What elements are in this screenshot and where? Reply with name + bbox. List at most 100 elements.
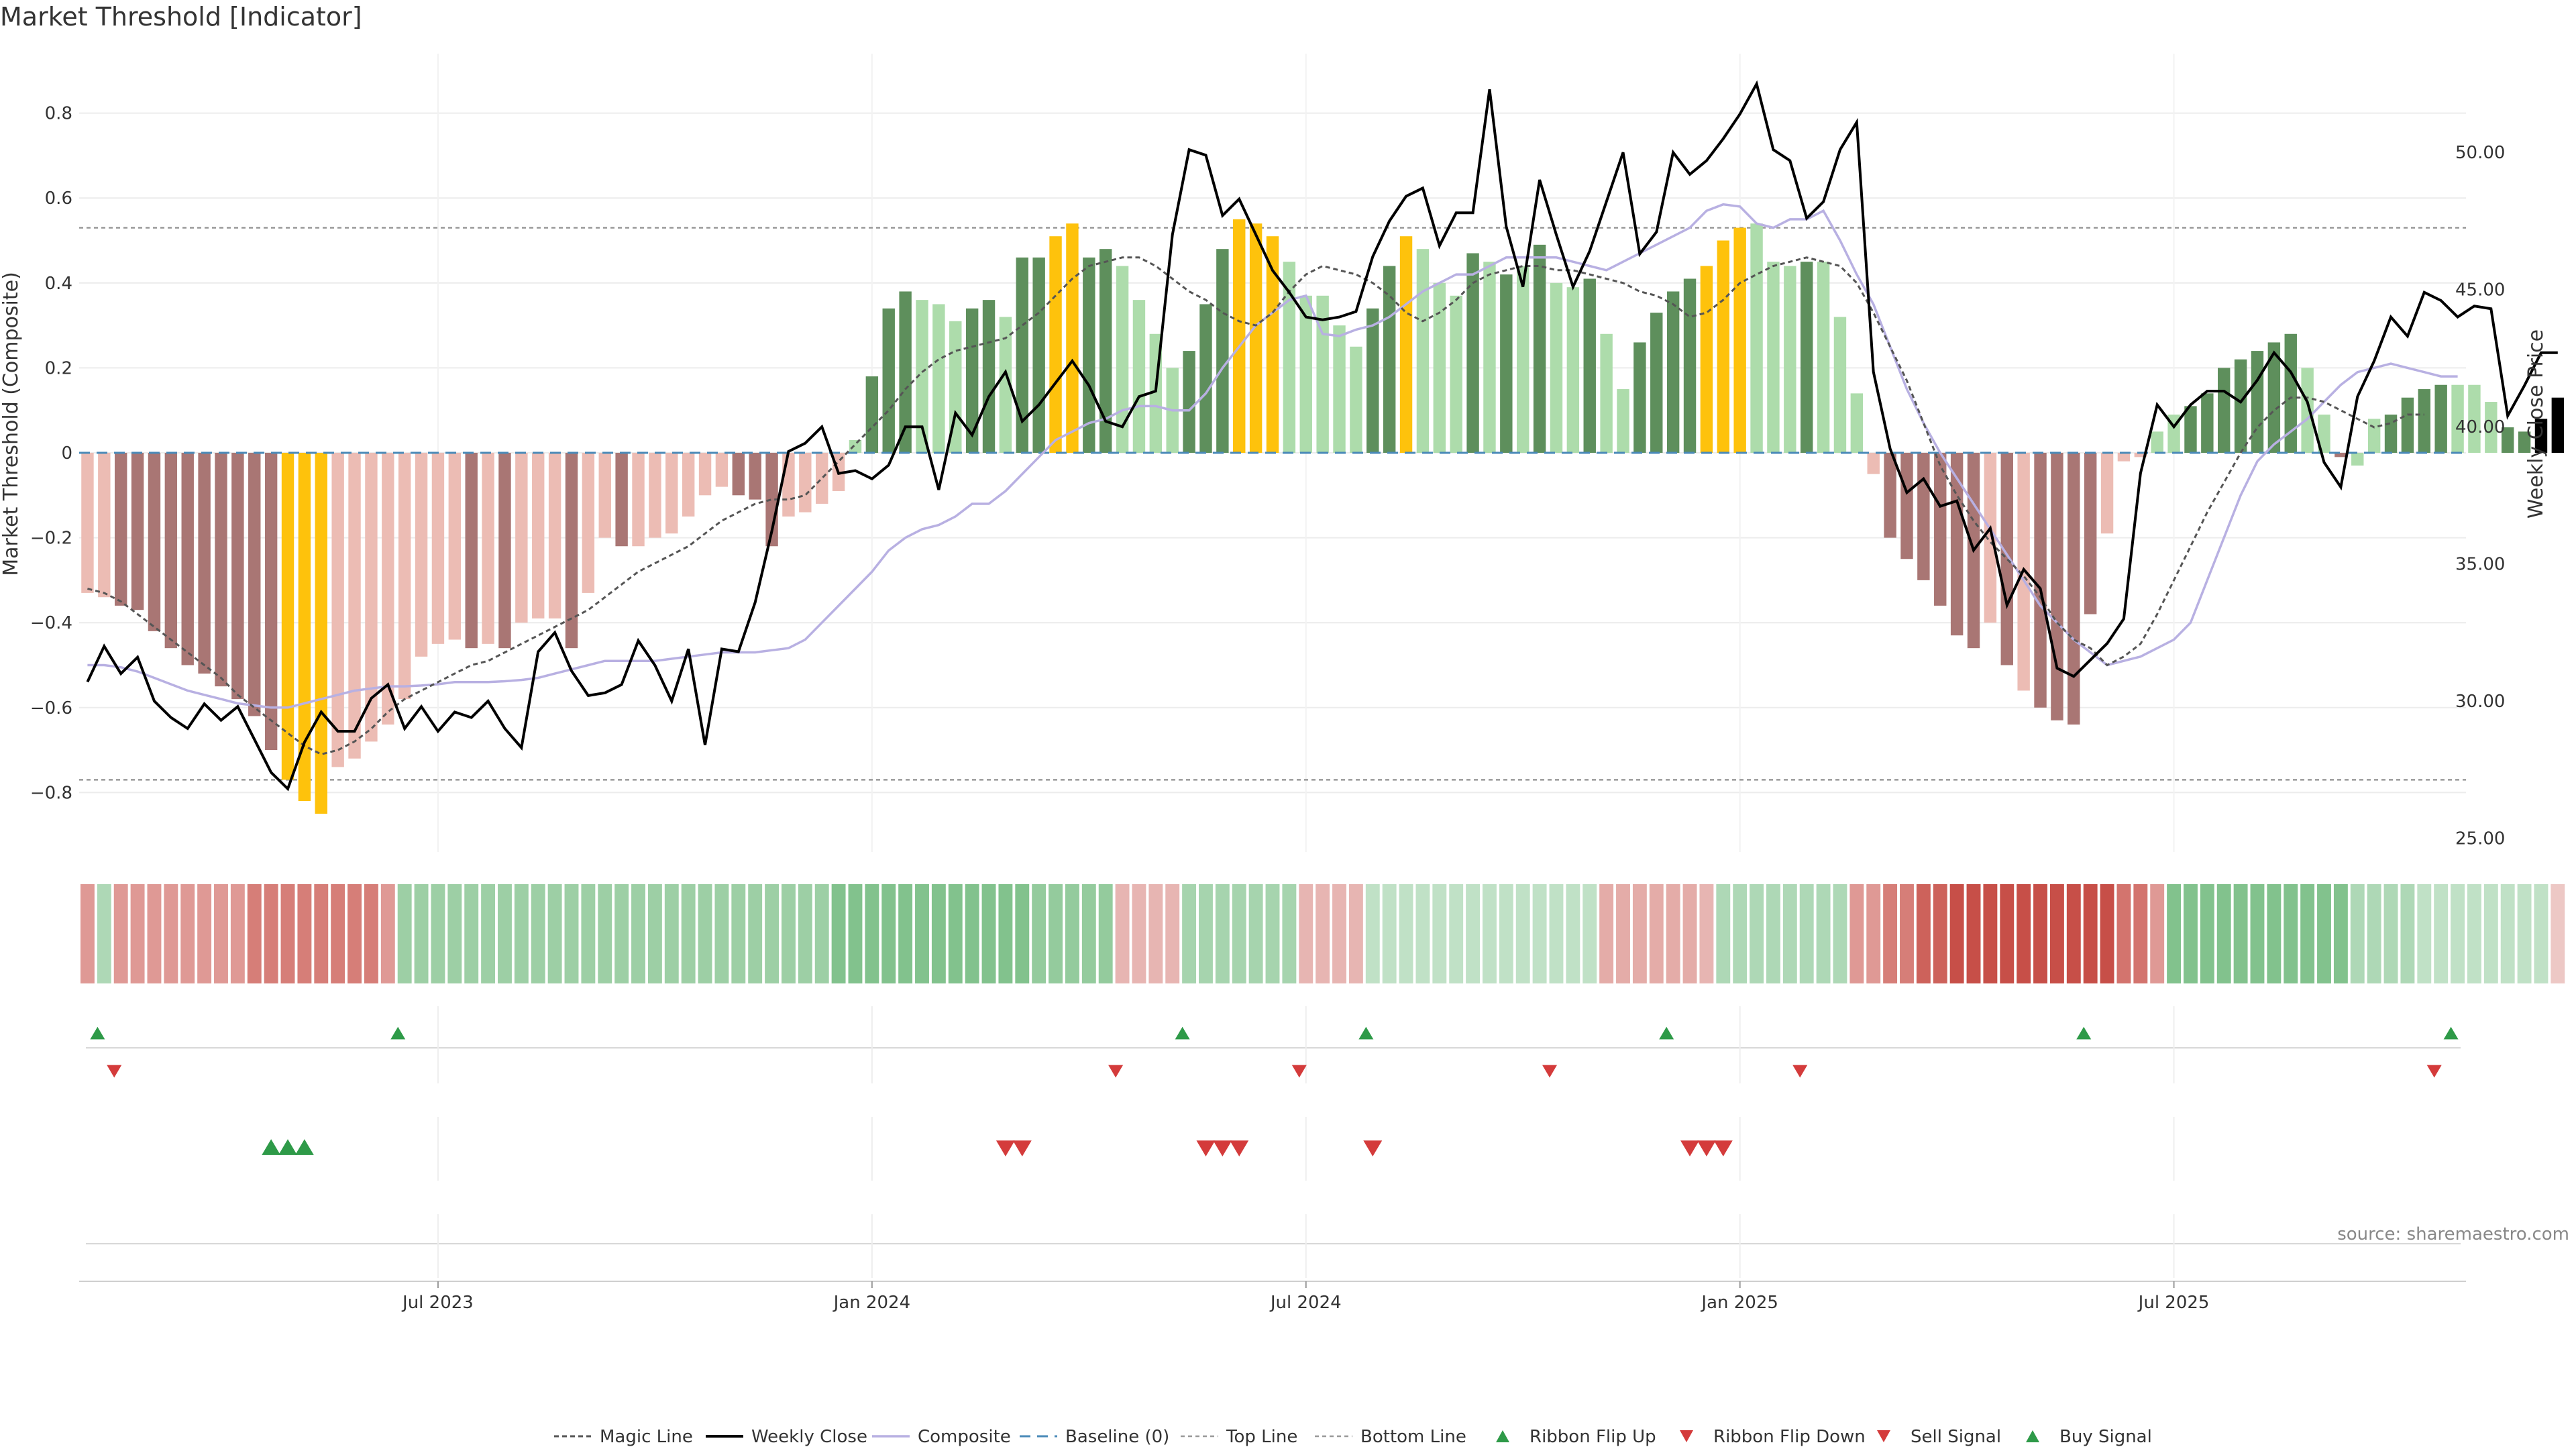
ribbon-cell (748, 884, 763, 983)
histogram-bar (1934, 453, 1947, 606)
ribbon-cell (614, 884, 629, 983)
histogram-bar (348, 453, 361, 759)
histogram-bar (1850, 393, 1864, 453)
sell-signal-marker (1230, 1140, 1249, 1157)
histogram-bar (1132, 300, 1146, 453)
histogram-bar (1583, 278, 1596, 453)
histogram-bar (649, 453, 661, 538)
histogram-bar (114, 453, 127, 606)
histogram-bar (2468, 384, 2481, 453)
histogram-bar (1566, 287, 1580, 453)
histogram-bar (765, 453, 778, 547)
ribbon-cell (1299, 884, 1313, 983)
histogram-bar (2068, 453, 2080, 725)
histogram-bar (1466, 253, 1479, 453)
ribbon-cell (2033, 884, 2047, 983)
ribbon-cell (865, 884, 879, 983)
ribbon-cell (981, 884, 996, 983)
ribbon-cell (1649, 884, 1664, 983)
ribbon-cell (498, 884, 512, 983)
y-right-tick-label: 35.00 (2455, 555, 2505, 575)
histogram-bar (2434, 384, 2447, 453)
histogram-bar (465, 453, 478, 649)
ribbon-cell (965, 884, 979, 983)
ribbon-cell (1682, 884, 1697, 983)
histogram-bar (298, 453, 311, 802)
ribbon-cell (731, 884, 746, 983)
ribbon-cell (1849, 884, 1864, 983)
ribbon-cell (2133, 884, 2148, 983)
weekly-close-line (86, 80, 2558, 792)
signal-panels (79, 1006, 2466, 1282)
histogram-bar (682, 453, 695, 517)
histogram-bar (749, 453, 761, 500)
histogram-bar (2418, 389, 2431, 453)
ribbon-cell (2216, 884, 2231, 983)
legend-label: Sell Signal (1911, 1427, 2001, 1447)
legend-swatch (1496, 1430, 1509, 1442)
ribbon-cell (1766, 884, 1780, 983)
ribbon-cell (698, 884, 712, 983)
histogram-bar (164, 453, 178, 649)
ribbon-cell (1716, 884, 1731, 983)
ribbon-cell (1132, 884, 1146, 983)
histogram-bar (548, 453, 561, 619)
ribbon-cell (798, 884, 812, 983)
ribbon-cell (1265, 884, 1280, 983)
ribbon-cell (915, 884, 929, 983)
histogram-bar (1249, 223, 1263, 453)
histogram-bar (2218, 368, 2231, 453)
histogram-bar (2534, 419, 2548, 453)
ribbon-cell (2317, 884, 2331, 983)
legend-label: Baseline (0) (1065, 1427, 1169, 1447)
ribbon-cell (1515, 884, 1530, 983)
y-axis-left: 0.8 0.6 0.4 0.2 0 −0.2 −0.4 −0.6 −0.8 (30, 104, 72, 804)
ribbon-cell (1032, 884, 1046, 983)
ribbon-cell (631, 884, 645, 983)
ribbon-cell (97, 884, 111, 983)
ribbon-cell (1365, 884, 1380, 983)
histogram-bar (1917, 453, 1930, 580)
ribbon-cell (297, 884, 312, 983)
ribbon-cell (1900, 884, 1914, 983)
ribbon-cell (948, 884, 963, 983)
histogram-bar (1833, 317, 1847, 453)
ribbon-cell (397, 884, 412, 983)
ribbon-cell (1816, 884, 1831, 983)
ribbon-cell (1215, 884, 1230, 983)
histogram-bar (565, 453, 578, 649)
histogram-bar (2451, 384, 2464, 453)
histogram-bar (2284, 333, 2297, 453)
ribbon-cell (1966, 884, 1981, 983)
histogram-bar (1733, 227, 1746, 453)
histogram-bar (1083, 257, 1095, 453)
ribbon-cell (364, 884, 378, 983)
ribbon-cell (1616, 884, 1630, 983)
ribbon-cell (765, 884, 780, 983)
histogram-bar (1099, 249, 1112, 453)
histogram-bar (2184, 406, 2197, 453)
ribbon-cell (1182, 884, 1197, 983)
ribbon-cell (681, 884, 696, 983)
limit-lines (79, 227, 2466, 781)
histogram-bar (1416, 249, 1430, 453)
histogram-bar (1016, 257, 1028, 453)
ribbon-cell (113, 884, 128, 983)
histogram-bar (1617, 389, 1629, 453)
histogram-bar (2318, 415, 2330, 453)
ribbon-cell (1499, 884, 1513, 983)
histogram-bar (1399, 236, 1413, 453)
histogram-bar (281, 453, 294, 780)
histogram-bar (532, 453, 545, 619)
histogram-bar (598, 453, 611, 538)
x-tick-label: Jan 2024 (833, 1293, 911, 1313)
ribbon-cell (2467, 884, 2481, 983)
ribbon-cell (1916, 884, 1931, 983)
legend-swatch (1680, 1430, 1693, 1442)
sell-signal-marker (1012, 1140, 1032, 1157)
histogram-bar (1116, 266, 1129, 453)
histogram-bar (2267, 342, 2281, 453)
ribbon-cell (264, 884, 278, 983)
histogram-bar (482, 453, 494, 644)
